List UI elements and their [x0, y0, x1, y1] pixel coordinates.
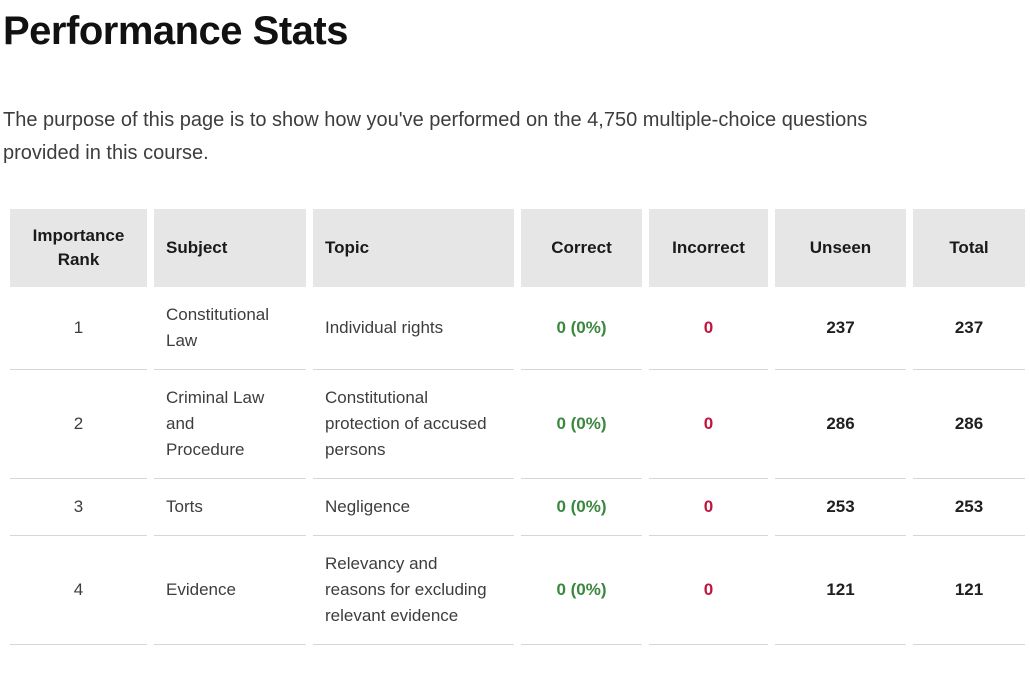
correct-cell: 0 (0%)	[521, 287, 642, 370]
table-row: 4 Evidence Relevancy and reasons for exc…	[10, 536, 1025, 645]
incorrect-cell: 0	[649, 479, 768, 536]
performance-stats-page: Performance Stats The purpose of this pa…	[3, 9, 1030, 645]
correct-cell: 0 (0%)	[521, 479, 642, 536]
incorrect-cell: 0	[649, 287, 768, 370]
column-header-topic: Topic	[313, 209, 514, 287]
correct-cell: 0 (0%)	[521, 536, 642, 645]
rank-cell: 3	[10, 479, 147, 536]
column-header-subject: Subject	[154, 209, 306, 287]
subject-cell: Constitutional Law	[154, 287, 306, 370]
topic-cell: Constitutional protection of accused per…	[313, 370, 514, 479]
unseen-cell: 237	[775, 287, 906, 370]
table-body: 1 Constitutional Law Individual rights 0…	[10, 287, 1025, 645]
incorrect-cell: 0	[649, 536, 768, 645]
topic-cell: Negligence	[313, 479, 514, 536]
subject-cell: Torts	[154, 479, 306, 536]
unseen-cell: 253	[775, 479, 906, 536]
rank-cell: 4	[10, 536, 147, 645]
table-row: 1 Constitutional Law Individual rights 0…	[10, 287, 1025, 370]
table-row: 3 Torts Negligence 0 (0%) 0 253 253	[10, 479, 1025, 536]
unseen-cell: 286	[775, 370, 906, 479]
total-cell: 121	[913, 536, 1025, 645]
total-cell: 237	[913, 287, 1025, 370]
column-header-incorrect: Incorrect	[649, 209, 768, 287]
column-header-unseen: Unseen	[775, 209, 906, 287]
correct-cell: 0 (0%)	[521, 370, 642, 479]
unseen-cell: 121	[775, 536, 906, 645]
column-header-total: Total	[913, 209, 1025, 287]
total-cell: 286	[913, 370, 1025, 479]
incorrect-cell: 0	[649, 370, 768, 479]
topic-cell: Relevancy and reasons for excluding rele…	[313, 536, 514, 645]
rank-cell: 1	[10, 287, 147, 370]
table-row: 2 Criminal Law and Procedure Constitutio…	[10, 370, 1025, 479]
topic-cell: Individual rights	[313, 287, 514, 370]
rank-cell: 2	[10, 370, 147, 479]
total-cell: 253	[913, 479, 1025, 536]
column-header-correct: Correct	[521, 209, 642, 287]
subject-cell: Evidence	[154, 536, 306, 645]
column-header-rank: Importance Rank	[10, 209, 147, 287]
subject-cell: Criminal Law and Procedure	[154, 370, 306, 479]
page-title: Performance Stats	[3, 9, 348, 53]
table-header-row: Importance Rank Subject Topic Correct Incorr…	[10, 209, 1025, 287]
table-header: Importance Rank Subject Topic Correct Incorr…	[10, 209, 1025, 287]
intro-text: The purpose of this page is to show how …	[3, 109, 868, 164]
performance-stats-table: Importance Rank Subject Topic Correct Incorr…	[3, 209, 1030, 645]
